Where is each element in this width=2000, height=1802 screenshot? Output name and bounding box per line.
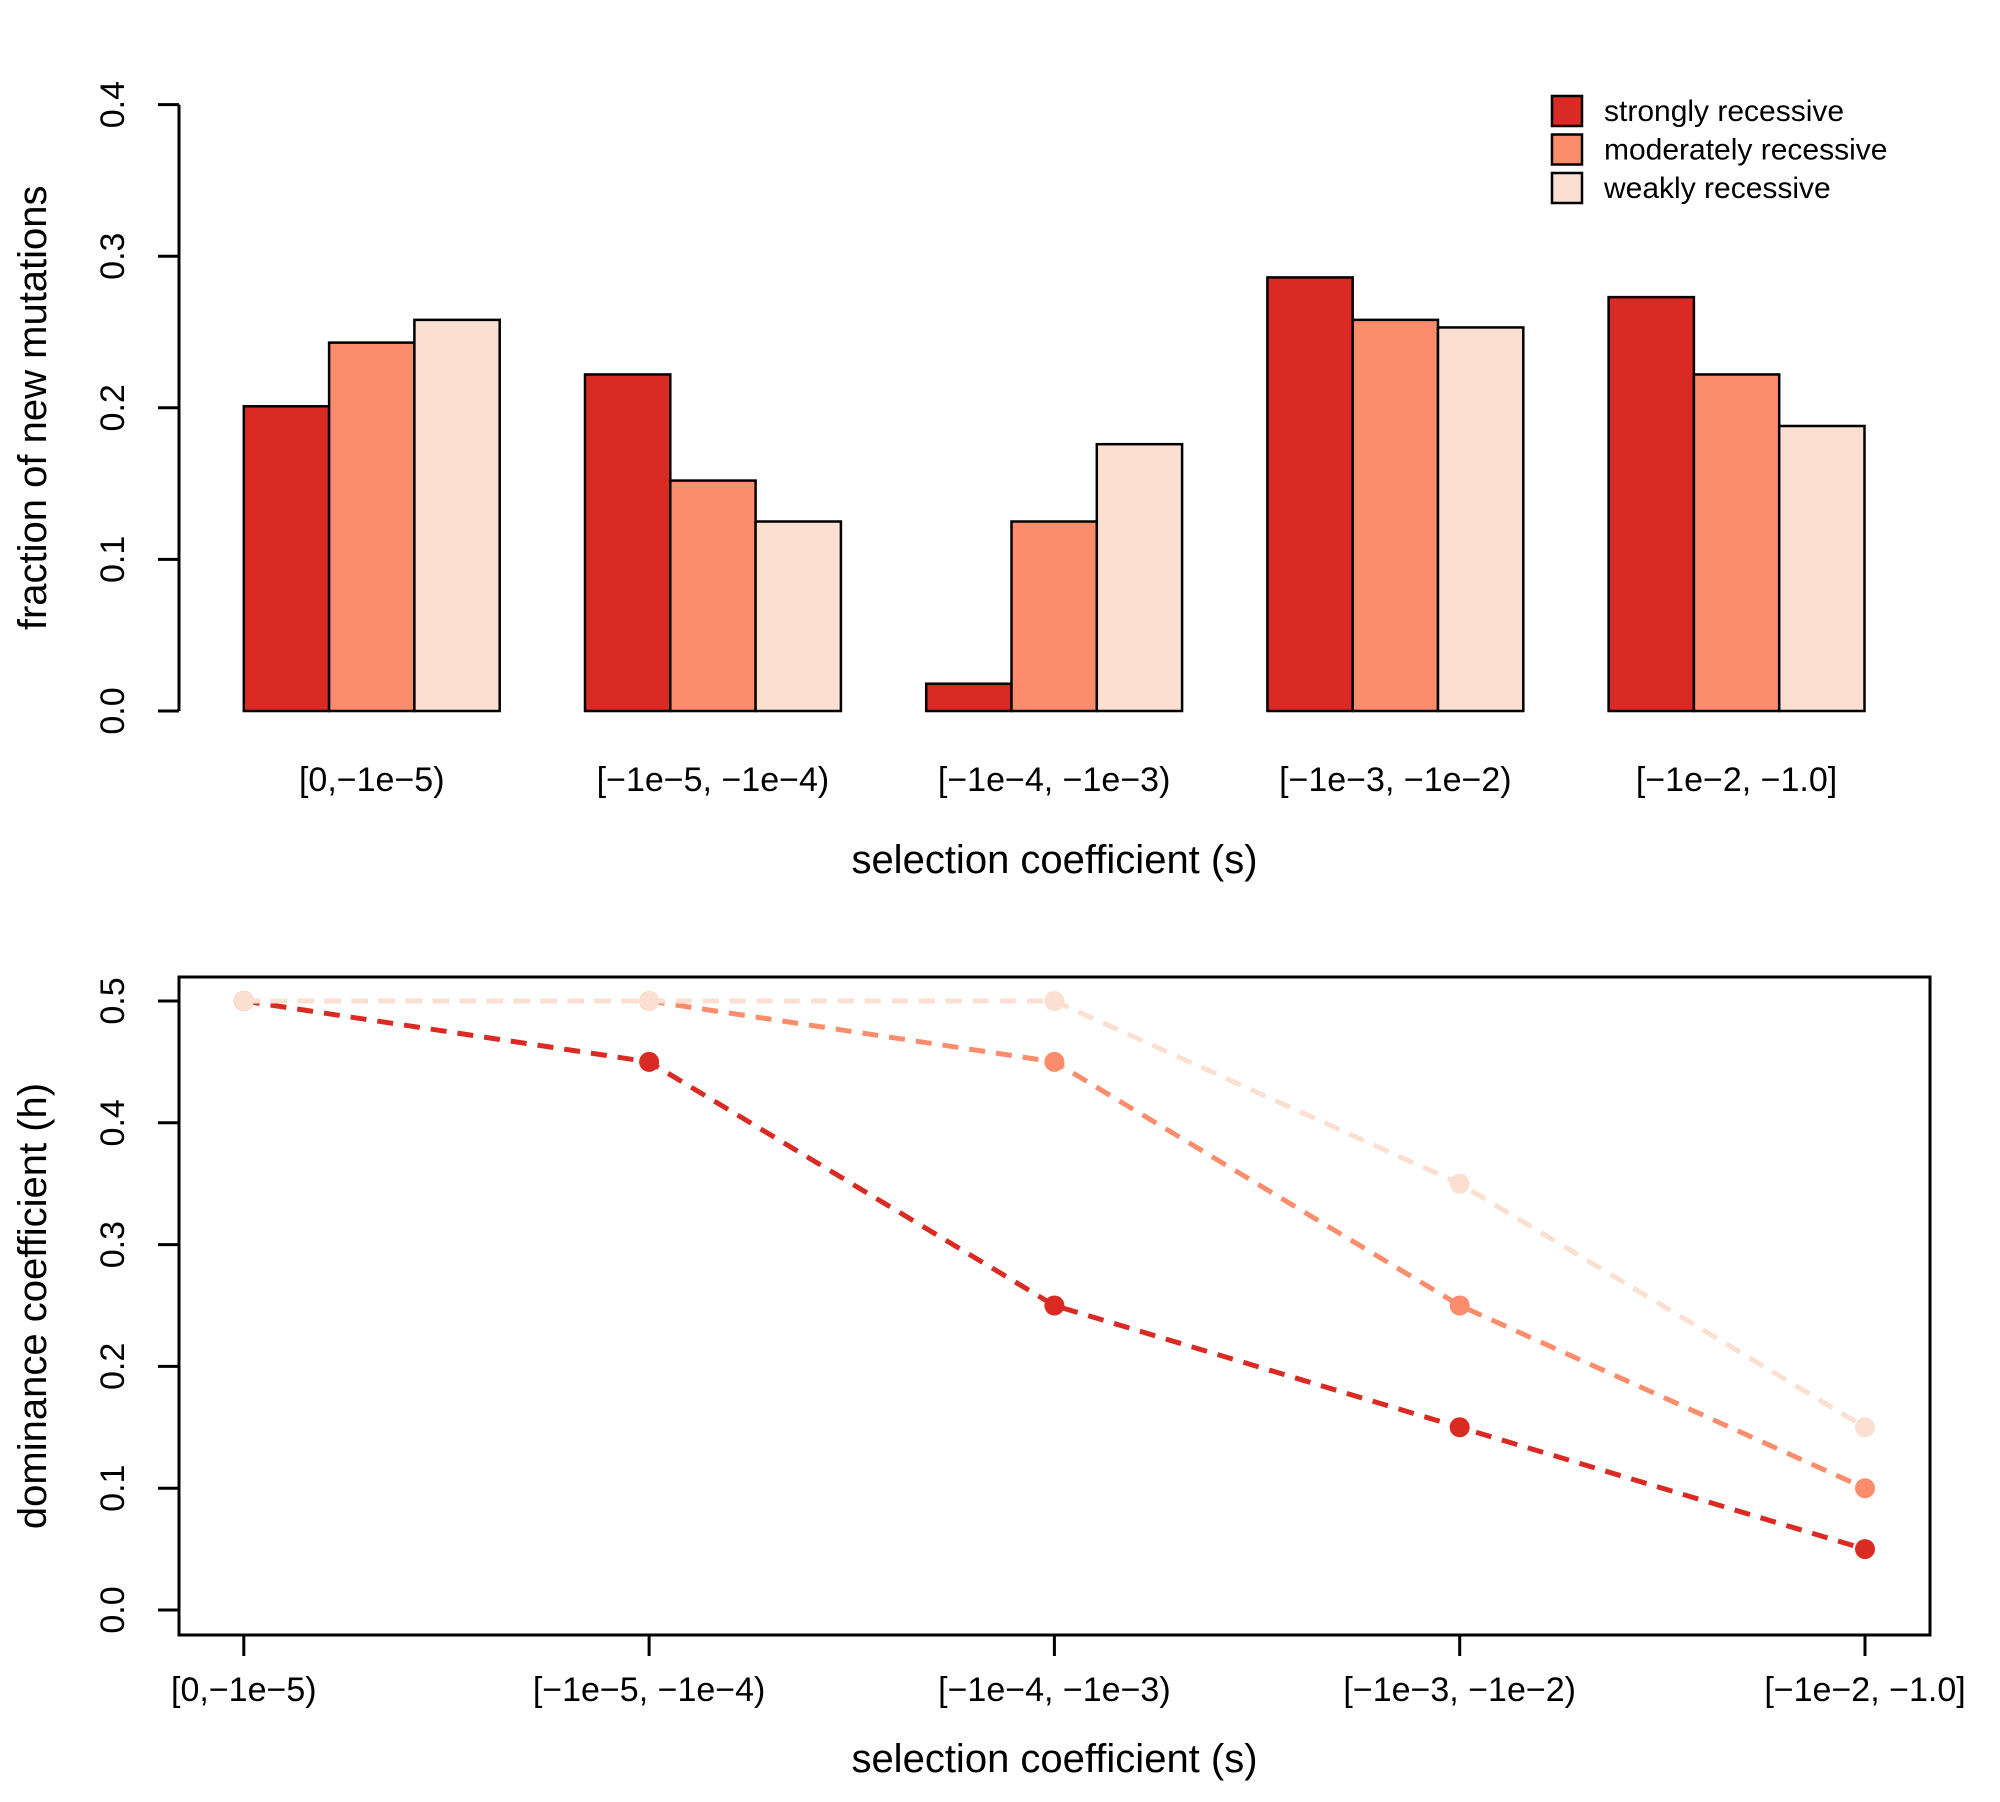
- point-moderately-recessive-4: [1855, 1478, 1875, 1499]
- y-tick-label: 0.2: [94, 1343, 132, 1390]
- x-axis-title: selection coefficient (s): [851, 838, 1257, 882]
- point-weakly-recessive-4: [1855, 1417, 1875, 1438]
- x-axis-title: selection coefficient (s): [851, 1737, 1257, 1781]
- bar-strongly-recessive-3: [1266, 276, 1354, 713]
- line-strongly-recessive: [243, 998, 1866, 1552]
- point-weakly-recessive-0: [233, 991, 254, 1011]
- bar-strongly-recessive-0: [242, 405, 331, 713]
- legend-swatch-weakly-recessive: [1550, 171, 1584, 205]
- y-tick-label: 0.1: [94, 536, 132, 583]
- point-strongly-recessive-3: [1449, 1417, 1470, 1438]
- legend-label-weakly-recessive: weakly recessive: [1603, 172, 1831, 205]
- point-moderately-recessive-2: [1044, 1051, 1065, 1072]
- x-category-label: [−1e−5, −1e−4): [597, 761, 830, 799]
- bar-weakly-recessive-2: [1095, 442, 1184, 713]
- bar-strongly-recessive-4: [1607, 295, 1696, 713]
- bar-moderately-recessive-0: [327, 341, 416, 713]
- line-chart-panel: 0.0 0.1 0.2 0.3 0.4 0.5 [0,−1e−5) [−1e−5, −1e−4…: [11, 975, 1966, 1781]
- y-tick-label: 0.3: [94, 1221, 132, 1268]
- y-tick-label: 0.0: [94, 687, 132, 734]
- y-tick-label: 0.4: [94, 1099, 132, 1146]
- x-category-label: [−1e−3, −1e−2): [1343, 1671, 1576, 1709]
- legend-swatch-strongly-recessive: [1550, 94, 1584, 128]
- bar-strongly-recessive-1: [583, 373, 672, 713]
- bar-weakly-recessive-3: [1436, 326, 1525, 713]
- legend-label-strongly-recessive: strongly recessive: [1604, 95, 1844, 128]
- point-moderately-recessive-3: [1449, 1295, 1470, 1316]
- x-category-label: [−1e−2, −1.0]: [1764, 1671, 1965, 1709]
- bar-weakly-recessive-0: [413, 318, 501, 713]
- x-category-label: [−1e−3, −1e−2): [1279, 761, 1512, 799]
- y-tick-label: 0.1: [94, 1465, 132, 1512]
- bar-moderately-recessive-1: [669, 479, 757, 713]
- point-strongly-recessive-1: [639, 1051, 660, 1072]
- y-tick-label: 0.0: [94, 1586, 132, 1633]
- y-axis-title: fraction of new mutations: [11, 185, 55, 630]
- bar-chart-panel: 0.0 0.1 0.2 0.3 0.4 [0,−1e−5) [−1e−5, −1e−4) [−…: [11, 81, 1887, 882]
- y-tick-label: 0.2: [94, 384, 132, 431]
- y-axis-title: dominance coefficient (h): [11, 1083, 55, 1529]
- point-strongly-recessive-4: [1855, 1539, 1875, 1560]
- x-category-label: [0,−1e−5): [171, 1671, 317, 1709]
- bar-moderately-recessive-3: [1351, 318, 1440, 713]
- x-category-label: [−1e−2, −1.0]: [1636, 761, 1837, 799]
- x-category-label: [−1e−4, −1e−3): [938, 1671, 1171, 1709]
- point-weakly-recessive-1: [639, 991, 660, 1011]
- point-weakly-recessive-2: [1044, 991, 1065, 1011]
- legend: strongly recessive moderately recessive we…: [1550, 94, 1887, 205]
- y-tick-label: 0.4: [94, 81, 132, 128]
- x-category-label: [−1e−4, −1e−3): [938, 761, 1171, 799]
- x-category-label: [−1e−5, −1e−4): [533, 1671, 766, 1709]
- bar-weakly-recessive-1: [754, 520, 843, 713]
- x-category-label: [0,−1e−5): [299, 761, 445, 799]
- bar-moderately-recessive-4: [1692, 373, 1781, 713]
- bar-moderately-recessive-2: [1010, 520, 1099, 713]
- y-tick-label: 0.3: [94, 233, 132, 280]
- bar-weakly-recessive-4: [1777, 424, 1866, 713]
- y-tick-label: 0.5: [94, 977, 132, 1024]
- bar-strongly-recessive-2: [924, 682, 1013, 713]
- legend-swatch-moderately-recessive: [1550, 133, 1584, 166]
- legend-label-moderately-recessive: moderately recessive: [1604, 134, 1887, 167]
- point-strongly-recessive-2: [1044, 1295, 1065, 1316]
- line-moderately-recessive: [243, 998, 1867, 1491]
- point-weakly-recessive-3: [1449, 1173, 1470, 1194]
